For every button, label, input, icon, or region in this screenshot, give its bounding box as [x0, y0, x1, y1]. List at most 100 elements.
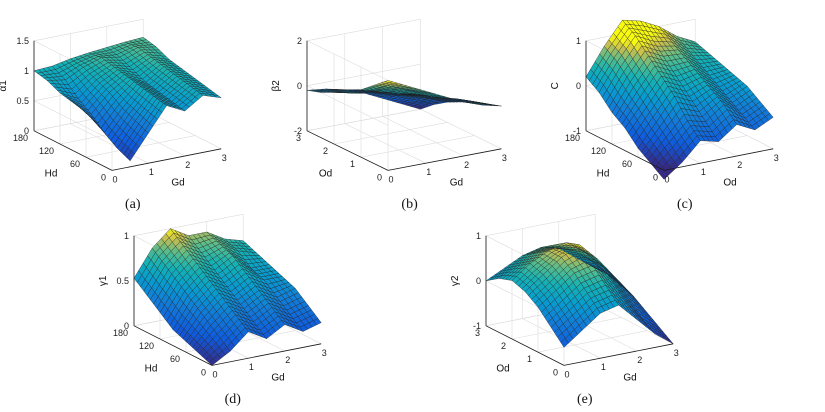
x-axis-label: Od [723, 178, 736, 189]
z-tick-label: 2 [297, 36, 302, 46]
y-tick-label: 180 [13, 133, 28, 143]
surface-mesh [585, 19, 774, 180]
x-tick-label: 1 [249, 362, 254, 372]
gridline [333, 122, 448, 145]
x-tick-label: 1 [426, 167, 431, 177]
x-tick-label: 0 [112, 174, 117, 184]
z-tick-label: 0 [24, 126, 29, 136]
panel-label: (c) [677, 197, 693, 212]
z-axis-label: C [550, 82, 561, 89]
z-tick-label: 1.5 [16, 36, 29, 46]
z-tick-label: 0.5 [116, 276, 129, 286]
y-tick-label: 120 [139, 341, 154, 351]
y-tick-label: 1 [527, 354, 532, 364]
z-axis-label: α1 [0, 80, 9, 92]
y-axis-line [133, 325, 213, 366]
z-axis-label: γ2 [450, 275, 461, 286]
panel-label: (d) [225, 392, 242, 407]
z-tick-label: 1 [124, 231, 129, 241]
x-axis-line [563, 343, 674, 366]
x-tick-label: 3 [222, 153, 227, 163]
x-tick-label: 2 [185, 160, 190, 170]
y-axis-line [585, 130, 665, 171]
panel-label: (e) [577, 392, 593, 407]
y-tick-label: 0 [101, 172, 106, 182]
surface-mesh [485, 242, 674, 348]
y-axis-line [306, 130, 389, 171]
surface-panel: 0 1 2 3 3 2 1 0 -1 0 1 Gd Od γ2 (e) [450, 213, 679, 407]
gridline [360, 135, 475, 158]
x-tick-label: 3 [322, 348, 327, 358]
y-tick-label: 60 [70, 159, 80, 169]
x-tick-label: 0 [388, 174, 393, 184]
x-tick-label: 1 [149, 167, 154, 177]
z-tick-label: 0 [297, 81, 302, 91]
x-axis-label: Gd [271, 373, 284, 384]
y-axis-line [33, 130, 113, 171]
x-axis-label: Gd [623, 373, 636, 384]
y-axis-label: Od [496, 364, 509, 375]
z-tick-label: -2 [294, 126, 302, 136]
x-tick-label: 0 [564, 369, 569, 379]
gridline [420, 108, 502, 150]
y-axis-label: Od [319, 169, 332, 180]
y-axis-label: Hd [45, 169, 58, 180]
y-tick-label: 3 [296, 133, 301, 143]
gridline [85, 135, 196, 158]
x-tick-label: 0 [664, 174, 669, 184]
y-tick-label: 2 [501, 341, 506, 351]
x-tick-label: 1 [601, 362, 606, 372]
x-tick-label: 2 [285, 355, 290, 365]
y-tick-label: 60 [170, 354, 180, 364]
x-tick-label: 2 [737, 160, 742, 170]
z-tick-label: 1 [24, 66, 29, 76]
surface-panel: 0 1 2 3 180 120 60 0 -1 0 1 Od Hd C (c) [550, 18, 779, 212]
surface-mesh [33, 37, 222, 162]
gridline [70, 123, 149, 164]
surface-face [238, 240, 247, 244]
gridline [537, 330, 648, 353]
x-tick-label: 0 [212, 369, 217, 379]
y-axis-label: Hd [597, 169, 610, 180]
x-tick-label: 3 [502, 153, 507, 163]
y-tick-label: 2 [323, 146, 328, 156]
surface-face [690, 40, 699, 45]
y-axis-label: Hd [145, 364, 158, 375]
y-tick-label: 120 [39, 146, 54, 156]
gridline [344, 123, 426, 164]
panel-label: (a) [125, 197, 141, 212]
y-tick-label: 120 [591, 146, 606, 156]
y-tick-label: 0 [201, 367, 206, 377]
x-axis-line [663, 148, 774, 171]
y-tick-label: 0 [553, 367, 558, 377]
z-tick-label: 1 [476, 231, 481, 241]
x-axis-line [111, 148, 222, 171]
surface-face [415, 106, 425, 110]
z-axis-label: γ1 [98, 275, 109, 286]
y-axis-line [485, 325, 565, 366]
z-tick-label: 0 [476, 276, 481, 286]
x-tick-label: 2 [464, 160, 469, 170]
z-tick-label: 0 [124, 321, 129, 331]
y-tick-label: 0 [653, 172, 658, 182]
x-axis-line [387, 148, 502, 171]
z-tick-label: -1 [473, 321, 481, 331]
z-tick-label: 1 [576, 36, 581, 46]
panel-label: (b) [401, 197, 418, 212]
gridline [595, 303, 674, 345]
surface-mesh [306, 80, 502, 110]
surface-mesh [133, 228, 322, 366]
y-tick-label: 0 [377, 172, 382, 182]
z-tick-label: 0 [576, 81, 581, 91]
y-tick-label: 1 [350, 159, 355, 169]
x-tick-label: 2 [637, 355, 642, 365]
x-axis-label: Gd [450, 178, 463, 189]
gridline [382, 116, 464, 157]
y-tick-label: 180 [113, 328, 128, 338]
z-tick-label: -1 [573, 126, 581, 136]
y-tick-label: 180 [565, 133, 580, 143]
